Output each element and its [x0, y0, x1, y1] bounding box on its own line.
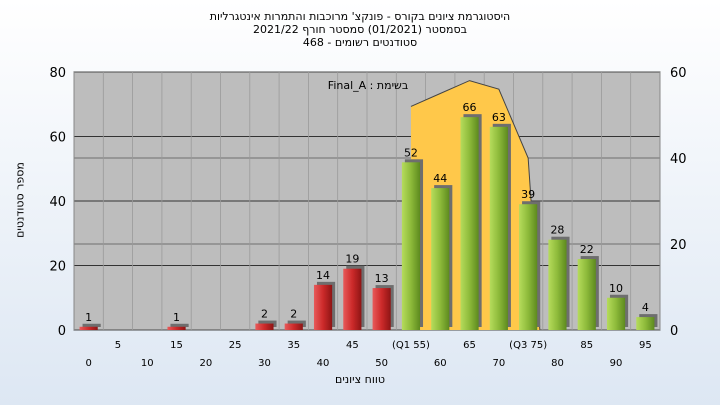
data-label-3: 1 — [173, 311, 180, 324]
x-tick-top-4: 45 — [346, 340, 359, 351]
data-label-6: 2 — [261, 308, 268, 321]
bar-9 — [343, 268, 362, 330]
x-tick-bottom-3: 30 — [258, 358, 271, 369]
x-tick-top-1: 15 — [170, 340, 183, 351]
x-tick-bottom-1: 10 — [141, 358, 154, 369]
bar-15 — [519, 204, 538, 330]
x-tick-top-9: 95 — [639, 340, 652, 351]
x-tick-bottom-4: 40 — [317, 358, 330, 369]
x-tick-bottom-7: 70 — [492, 358, 505, 369]
title-line-3: סטודנטים רשומים - 468 — [302, 36, 418, 49]
x-tick-top-3: 35 — [287, 340, 300, 351]
distribution-outline — [410, 80, 541, 331]
data-label-8: 14 — [316, 269, 330, 282]
bar-3 — [167, 326, 186, 330]
data-label-18: 10 — [609, 282, 623, 295]
x-tick-top-7: (Q3 75) — [509, 340, 547, 351]
bar-14 — [489, 126, 508, 330]
bar-16 — [548, 239, 567, 330]
y-tick-left-4: 80 — [49, 66, 66, 81]
bar-7 — [284, 323, 303, 330]
x-tick-bottom-9: 90 — [610, 358, 623, 369]
y-tick-right-1: 20 — [670, 238, 687, 253]
x-tick-bottom-0: 0 — [85, 358, 91, 369]
data-label-15: 39 — [521, 188, 535, 201]
bar-shadow-0 — [82, 323, 101, 327]
data-label-19: 4 — [642, 301, 649, 314]
chart-title: היסטוגרמת ציונים בקורס - פונקצ' מרוכבות … — [0, 10, 720, 49]
bar-shadow-3 — [170, 323, 189, 327]
data-label-14: 63 — [492, 111, 506, 124]
x-tick-top-8: 85 — [580, 340, 593, 351]
x-axis-label: טווח ציונים — [335, 373, 385, 386]
x-tick-bottom-2: 20 — [199, 358, 212, 369]
y-tick-right-3: 60 — [670, 66, 687, 81]
title-line-2: בסמסטר (01/2021) סמסטר חורף 2021/22 — [253, 23, 467, 36]
bar-18 — [606, 297, 626, 330]
chart-annotation: בשימת : Final_A — [328, 79, 408, 92]
y-tick-left-3: 60 — [49, 131, 66, 146]
data-label-12: 44 — [433, 172, 447, 185]
data-label-10: 13 — [375, 272, 389, 285]
data-label-13: 66 — [463, 101, 477, 114]
x-tick-top-5: (Q1 55) — [392, 340, 430, 351]
x-tick-top-6: 65 — [463, 340, 476, 351]
data-label-7: 2 — [290, 308, 297, 321]
x-tick-bottom-5: 50 — [375, 358, 388, 369]
bar-11 — [401, 162, 421, 330]
data-label-0: 1 — [85, 311, 92, 324]
y-tick-right-2: 40 — [670, 152, 687, 167]
data-label-11: 52 — [404, 146, 418, 159]
x-tick-bottom-6: 60 — [434, 358, 447, 369]
x-tick-top-0: 5 — [115, 340, 121, 351]
bar-6 — [255, 323, 274, 330]
y-tick-right-0: 0 — [670, 324, 678, 339]
bar-0 — [79, 326, 98, 330]
y-tick-left-1: 20 — [49, 260, 66, 275]
bar-13 — [460, 117, 479, 331]
title-line-1: היסטוגרמת ציונים בקורס - פונקצ' מרוכבות … — [209, 10, 511, 23]
y-axis-label: מספר סטודנטים — [13, 162, 27, 238]
x-tick-top-2: 25 — [229, 340, 242, 351]
bar-12 — [431, 188, 450, 330]
bar-10 — [372, 288, 391, 330]
data-label-9: 19 — [345, 253, 359, 266]
data-label-17: 22 — [580, 243, 594, 256]
x-tick-bottom-8: 80 — [551, 358, 564, 369]
data-label-16: 28 — [550, 224, 564, 237]
bar-8 — [313, 284, 333, 330]
bar-17 — [577, 259, 596, 330]
y-tick-left-2: 40 — [49, 195, 66, 210]
y-tick-left-0: 0 — [58, 324, 66, 339]
bar-19 — [636, 317, 655, 330]
